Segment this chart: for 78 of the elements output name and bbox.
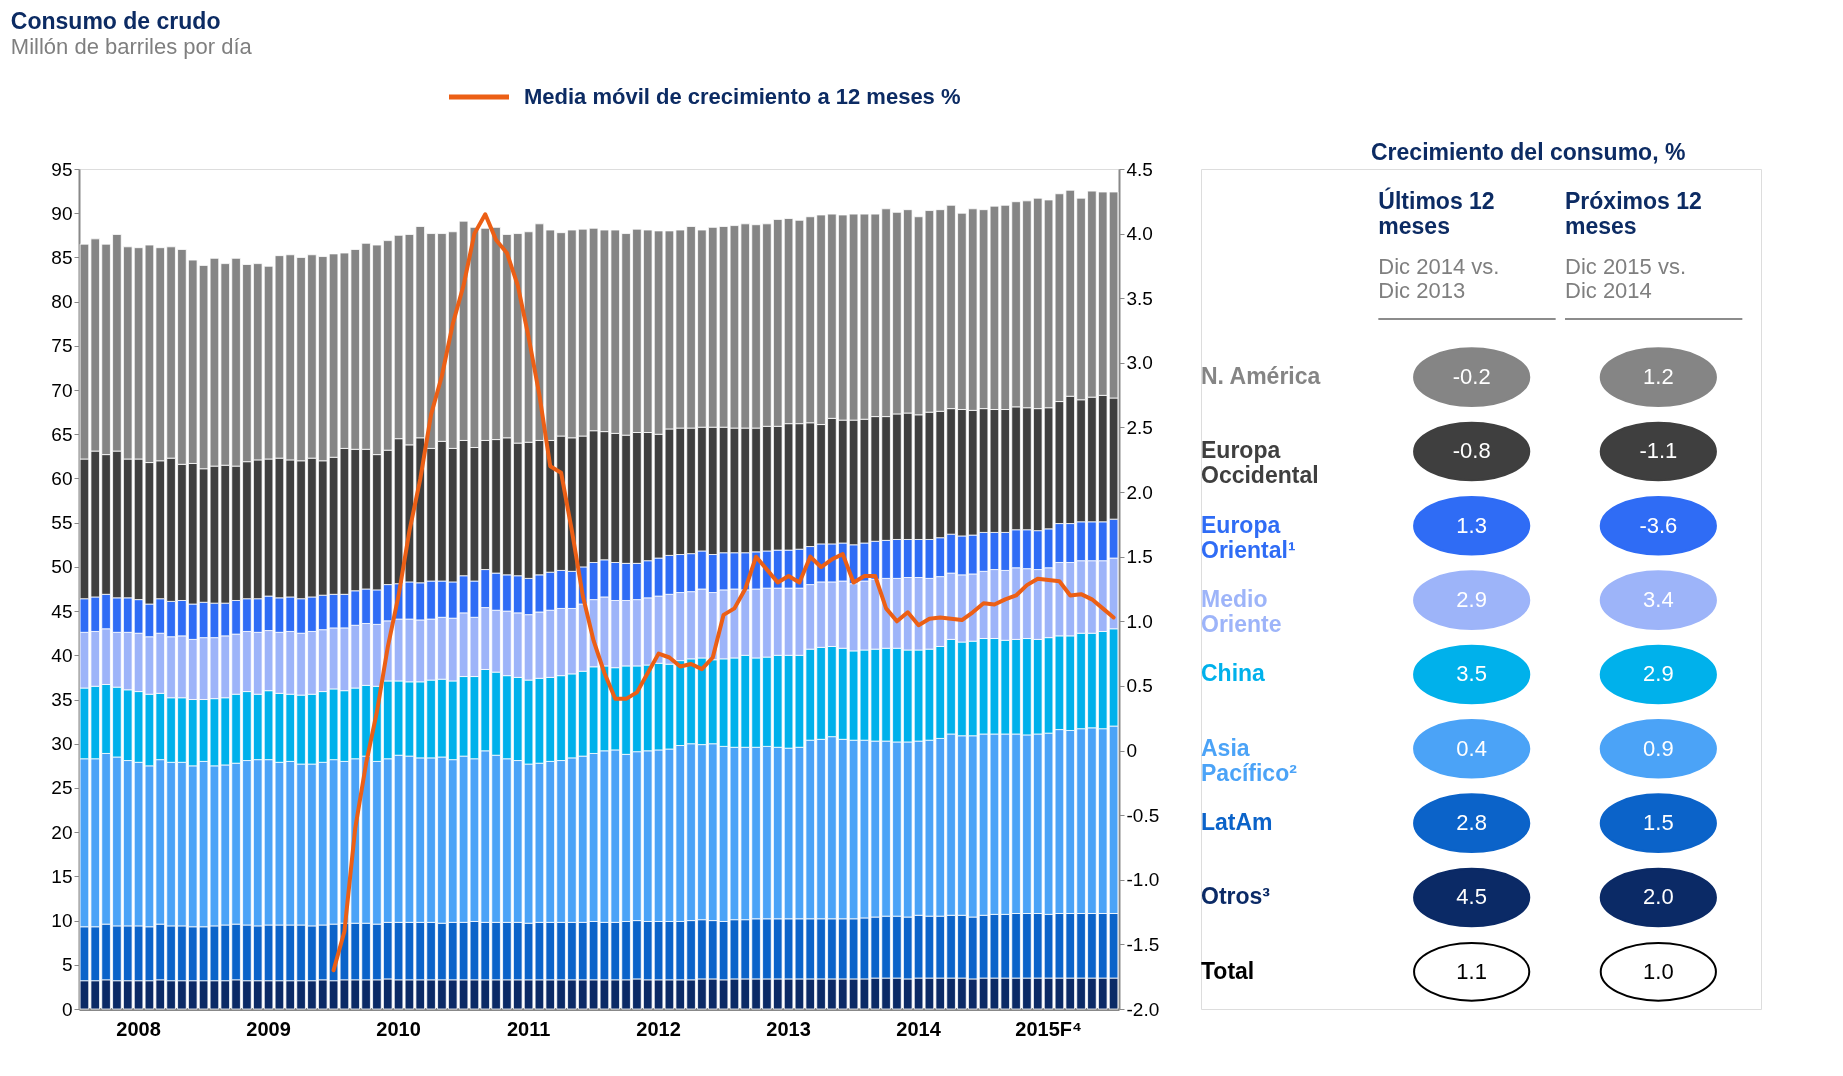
y-tick-label: 85: [51, 246, 73, 268]
y2-tick-label: -2.0: [1126, 998, 1160, 1020]
data-label: -1.1: [1639, 438, 1678, 464]
y-tick-label: 90: [51, 202, 73, 224]
y-tick-label: Asia Pacífico²: [1201, 734, 1298, 786]
y-tick-label: 20: [51, 821, 73, 843]
data-label: 1.5: [1643, 810, 1674, 836]
y-tick-label: N. América: [1201, 363, 1321, 390]
data-label: 0.4: [1456, 735, 1487, 761]
y2-tick-label: 2.5: [1126, 416, 1153, 438]
y2-tick-label: 0.5: [1126, 675, 1153, 697]
y-tick-label: 55: [51, 512, 73, 534]
y-tick-label: 10: [51, 910, 73, 932]
x-tick-label: Últimos 12 meses: [1378, 187, 1495, 239]
data-label: 2.9: [1643, 661, 1674, 687]
y-tick-label: 65: [51, 423, 73, 445]
x-tick-label: Próximos 12 meses: [1565, 188, 1702, 239]
data-label: -0.2: [1452, 364, 1491, 390]
data-label: -3.6: [1639, 512, 1678, 538]
y-tick-label: 95: [51, 158, 73, 180]
y2-tick-label: -0.5: [1126, 804, 1160, 826]
y-tick-label: 30: [51, 733, 73, 755]
data-label: 3.4: [1643, 587, 1674, 613]
y-tick-label: 35: [51, 689, 73, 711]
x-tick-label: 2009: [246, 1017, 291, 1040]
y2-tick-label: -1.0: [1126, 869, 1160, 891]
chart-title: Crecimiento del consumo, %: [1371, 139, 1686, 165]
y-tick-label: Europa Oriental¹: [1201, 511, 1296, 563]
y-tick-label: 40: [51, 644, 73, 666]
text: Dic 2014 vs. Dic 2013: [1378, 254, 1500, 303]
y2-tick-label: 2.0: [1126, 481, 1153, 503]
y2-tick-label: 3.0: [1126, 352, 1153, 374]
x-tick-label: 2014: [896, 1017, 942, 1040]
y2-tick-label: -1.5: [1126, 933, 1160, 955]
y-tick-label: Otros³: [1201, 883, 1271, 910]
data-label: 2.8: [1456, 810, 1487, 836]
y-tick-label: 70: [51, 379, 73, 401]
data-label: 2.0: [1643, 884, 1674, 910]
x-tick-label: 2013: [766, 1017, 811, 1040]
x-tick-label: 2008: [116, 1017, 161, 1040]
x-tick-label: 2012: [636, 1017, 681, 1040]
text: Dic 2015 vs. Dic 2014: [1565, 254, 1687, 303]
x-tick-label: 2015F⁴: [1015, 1017, 1082, 1040]
legend-label: Media móvil de crecimiento a 12 meses %: [524, 84, 961, 109]
y-tick-label: Europa Occidental: [1201, 437, 1319, 489]
y2-tick-label: 4.0: [1126, 223, 1153, 245]
y-tick-label: 15: [51, 865, 73, 887]
data-label: 3.5: [1456, 661, 1487, 687]
y2-tick-label: 4.5: [1126, 158, 1153, 180]
data-label: 2.9: [1456, 587, 1487, 613]
x-tick-label: 2011: [506, 1017, 551, 1040]
data-label: -0.8: [1452, 438, 1491, 464]
y-tick-label: China: [1201, 660, 1266, 687]
y-tick-label: 45: [51, 600, 73, 622]
y-tick-label: 80: [51, 291, 73, 313]
data-label: 0.9: [1643, 735, 1674, 761]
line-series: [331, 212, 1116, 973]
y-tick-label: 0: [61, 998, 73, 1020]
y-tick-label: 75: [51, 335, 73, 357]
data-label: 1.2: [1643, 364, 1674, 390]
x-tick-label: 2010: [376, 1017, 421, 1040]
chart-title: Consumo de crudo: [10, 8, 221, 34]
y2-tick-label: 0: [1126, 740, 1138, 762]
data-label: 4.5: [1456, 884, 1487, 910]
y-tick-label: LatAm: [1201, 809, 1273, 836]
y2-tick-label: 1.5: [1126, 546, 1153, 568]
chart-subtitle: Millón de barriles por día: [10, 34, 253, 59]
y-tick-label: 60: [51, 467, 73, 489]
y-tick-label: 25: [51, 777, 73, 799]
y-tick-label: Medio Oriente: [1201, 586, 1282, 638]
y-tick-label: 5: [61, 954, 73, 976]
data-label: 1.3: [1456, 512, 1487, 538]
y2-tick-label: 3.5: [1126, 287, 1153, 309]
data-label: 1.0: [1643, 958, 1674, 984]
y2-tick-label: 1.0: [1126, 610, 1153, 632]
y-tick-label: Total: [1201, 957, 1255, 984]
data-label: 1.1: [1456, 958, 1487, 984]
y-tick-label: 50: [51, 556, 73, 578]
